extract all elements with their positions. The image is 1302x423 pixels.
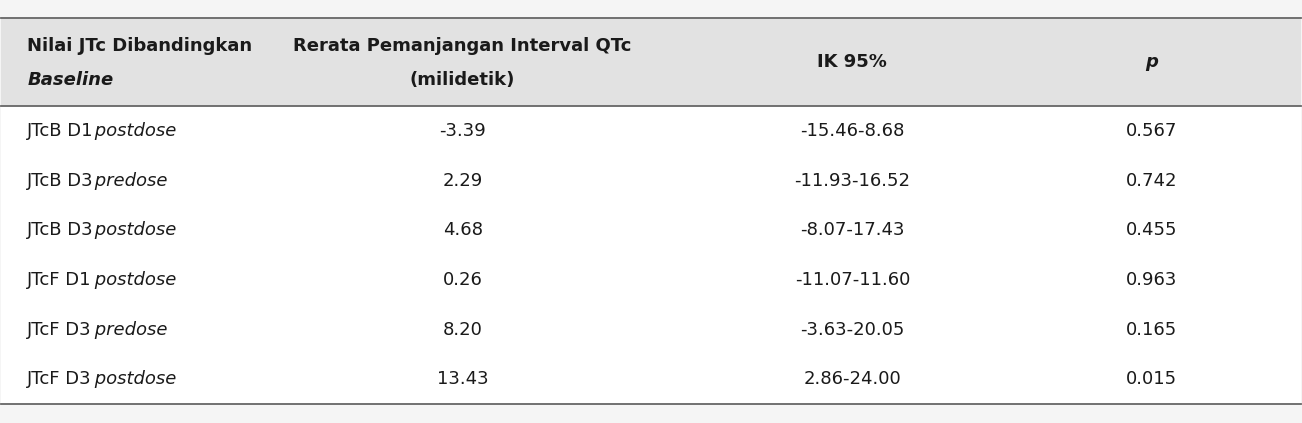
Text: -11.07-11.60: -11.07-11.60: [794, 271, 910, 289]
Text: Rerata Pemanjangan Interval QTc: Rerata Pemanjangan Interval QTc: [293, 37, 631, 55]
Text: 2.29: 2.29: [443, 172, 483, 190]
Text: 4.68: 4.68: [443, 221, 483, 239]
FancyBboxPatch shape: [1, 255, 1301, 305]
Text: JTcB D3: JTcB D3: [27, 172, 94, 190]
Text: 0.567: 0.567: [1125, 122, 1177, 140]
Text: postdose: postdose: [90, 271, 177, 289]
Text: predose: predose: [90, 321, 168, 338]
Text: 8.20: 8.20: [443, 321, 483, 338]
Text: p: p: [1144, 53, 1157, 71]
Text: JTcF D3: JTcF D3: [27, 370, 92, 388]
Text: 2.86-24.00: 2.86-24.00: [803, 370, 901, 388]
FancyBboxPatch shape: [1, 107, 1301, 156]
Text: 13.43: 13.43: [436, 370, 488, 388]
Text: Nilai JTc Dibandingkan: Nilai JTc Dibandingkan: [27, 37, 253, 55]
Text: 0.165: 0.165: [1125, 321, 1177, 338]
Text: JTcB D3: JTcB D3: [27, 221, 94, 239]
FancyBboxPatch shape: [1, 156, 1301, 206]
Text: predose: predose: [90, 172, 168, 190]
Text: 0.455: 0.455: [1125, 221, 1177, 239]
FancyBboxPatch shape: [1, 206, 1301, 255]
Text: JTcB D1: JTcB D1: [27, 122, 94, 140]
Text: postdose: postdose: [90, 122, 177, 140]
Text: -3.63-20.05: -3.63-20.05: [801, 321, 905, 338]
Text: 0.015: 0.015: [1126, 370, 1177, 388]
Text: -3.39: -3.39: [439, 122, 486, 140]
Text: postdose: postdose: [90, 221, 177, 239]
Text: -11.93-16.52: -11.93-16.52: [794, 172, 910, 190]
Text: JTcF D3: JTcF D3: [27, 321, 92, 338]
Text: JTcF D1: JTcF D1: [27, 271, 92, 289]
Text: 0.742: 0.742: [1125, 172, 1177, 190]
Text: Baseline: Baseline: [27, 71, 113, 89]
Text: 0.26: 0.26: [443, 271, 483, 289]
FancyBboxPatch shape: [1, 354, 1301, 404]
Text: (milidetik): (milidetik): [410, 71, 516, 89]
FancyBboxPatch shape: [1, 18, 1301, 107]
Text: IK 95%: IK 95%: [818, 53, 888, 71]
Text: 0.963: 0.963: [1125, 271, 1177, 289]
Text: -8.07-17.43: -8.07-17.43: [801, 221, 905, 239]
Text: -15.46-8.68: -15.46-8.68: [801, 122, 905, 140]
Text: postdose: postdose: [90, 370, 177, 388]
FancyBboxPatch shape: [1, 305, 1301, 354]
